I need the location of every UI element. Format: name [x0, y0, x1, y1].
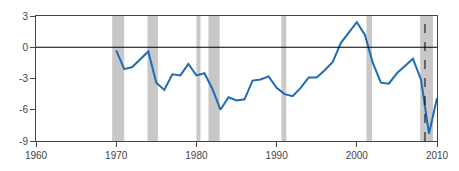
svg-text:1980: 1980	[185, 150, 208, 161]
svg-text:1970: 1970	[105, 150, 128, 161]
svg-text:3: 3	[22, 11, 28, 22]
svg-text:-6: -6	[19, 104, 28, 115]
svg-text:2010: 2010	[426, 150, 449, 161]
svg-text:1960: 1960	[25, 150, 48, 161]
svg-text:0: 0	[22, 42, 28, 53]
svg-text:2000: 2000	[346, 150, 369, 161]
svg-text:1990: 1990	[265, 150, 288, 161]
svg-text:-3: -3	[19, 73, 28, 84]
svg-text:-9: -9	[19, 136, 28, 147]
